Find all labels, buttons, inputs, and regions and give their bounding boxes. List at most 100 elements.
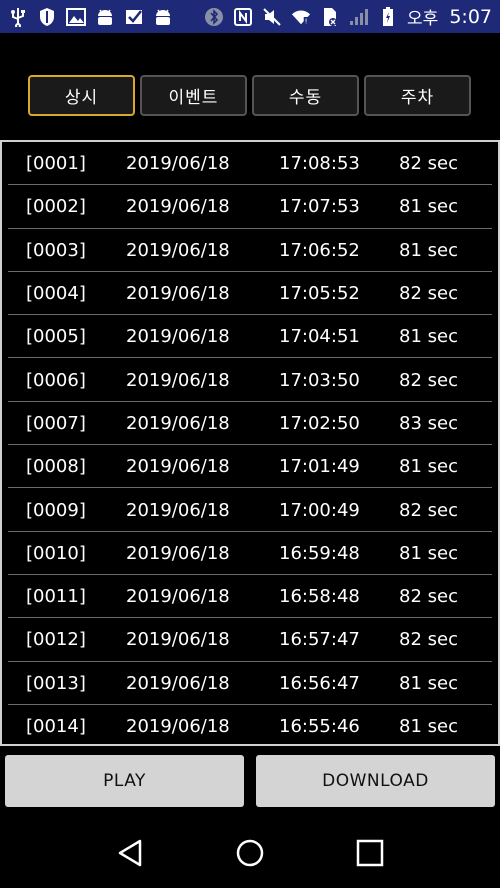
download-button[interactable]: DOWNLOAD	[256, 755, 495, 807]
tab-parking[interactable]: 주차	[364, 75, 471, 116]
record-time: 17:02:50	[279, 412, 360, 434]
record-date: 2019/06/18	[126, 239, 230, 261]
navigation-bar	[0, 818, 500, 888]
record-time: 16:59:48	[279, 542, 360, 564]
signal-icon	[349, 7, 369, 27]
record-duration: 82 sec	[399, 283, 458, 305]
record-date: 2019/06/18	[126, 283, 230, 305]
shield-icon	[37, 7, 57, 27]
status-bar: ! 오후 5:07	[0, 0, 500, 33]
home-icon[interactable]	[230, 833, 270, 873]
record-date: 2019/06/18	[126, 153, 230, 175]
system-icons: ! 오후 5:07	[204, 4, 492, 29]
record-duration: 81 sec	[399, 542, 458, 564]
record-index: [0011]	[26, 586, 86, 608]
record-duration: 81 sec	[399, 716, 458, 737]
notification-icons	[8, 7, 173, 27]
record-duration: 82 sec	[399, 499, 458, 521]
record-date: 2019/06/18	[126, 412, 230, 434]
record-date: 2019/06/18	[126, 326, 230, 348]
mute-icon	[262, 7, 282, 27]
sim-icon	[320, 7, 340, 27]
record-duration: 81 sec	[399, 672, 458, 694]
usb-icon	[8, 7, 28, 27]
recording-list: [0001] 2019/06/18 17:08:53 82 sec [0002] 2019…	[0, 140, 500, 746]
record-time: 17:05:52	[279, 283, 360, 305]
image-icon	[66, 7, 86, 27]
record-index: [0014]	[26, 716, 86, 737]
record-index: [0005]	[26, 326, 86, 348]
record-row[interactable]: [0005] 2019/06/18 17:04:51 81 sec	[2, 315, 498, 359]
action-bar: PLAY DOWNLOAD	[5, 755, 495, 807]
record-date: 2019/06/18	[126, 499, 230, 521]
record-duration: 82 sec	[399, 629, 458, 651]
status-ampm: 오후	[407, 9, 439, 29]
record-row[interactable]: [0014] 2019/06/18 16:55:46 81 sec	[2, 705, 498, 748]
android-icon	[95, 7, 115, 27]
wifi-icon: !	[291, 7, 311, 27]
record-date: 2019/06/18	[126, 586, 230, 608]
record-duration: 82 sec	[399, 586, 458, 608]
record-row[interactable]: [0001] 2019/06/18 17:08:53 82 sec	[2, 142, 498, 186]
record-index: [0003]	[26, 239, 86, 261]
record-date: 2019/06/18	[126, 716, 230, 737]
tab-event[interactable]: 이벤트	[140, 75, 247, 116]
record-duration: 82 sec	[399, 369, 458, 391]
record-duration: 82 sec	[399, 153, 458, 175]
android-icon	[153, 7, 173, 27]
record-index: [0010]	[26, 542, 86, 564]
recents-icon[interactable]	[350, 833, 390, 873]
record-row[interactable]: [0002] 2019/06/18 17:07:53 81 sec	[2, 185, 498, 229]
record-row[interactable]: [0004] 2019/06/18 17:05:52 82 sec	[2, 272, 498, 316]
record-duration: 81 sec	[399, 239, 458, 261]
record-row[interactable]: [0010] 2019/06/18 16:59:48 81 sec	[2, 532, 498, 576]
record-duration: 81 sec	[399, 196, 458, 218]
record-date: 2019/06/18	[126, 456, 230, 478]
record-row[interactable]: [0006] 2019/06/18 17:03:50 82 sec	[2, 358, 498, 403]
record-index: [0007]	[26, 412, 86, 434]
record-duration: 81 sec	[399, 326, 458, 348]
record-row[interactable]: [0011] 2019/06/18 16:58:48 82 sec	[2, 575, 498, 619]
record-row[interactable]: [0007] 2019/06/18 17:02:50 83 sec	[2, 402, 498, 446]
record-row[interactable]: [0013] 2019/06/18 16:56:47 81 sec	[2, 662, 498, 706]
status-time: 5:07	[449, 5, 492, 28]
record-index: [0004]	[26, 283, 86, 305]
record-row[interactable]: [0003] 2019/06/18 17:06:52 81 sec	[2, 229, 498, 273]
recording-type-tabs: 상시 이벤트 수동 주차	[28, 75, 471, 116]
record-time: 17:08:53	[279, 153, 360, 175]
record-date: 2019/06/18	[126, 369, 230, 391]
tab-manual[interactable]: 수동	[252, 75, 359, 116]
record-duration: 83 sec	[399, 412, 458, 434]
tab-always[interactable]: 상시	[28, 75, 135, 116]
bluetooth-icon	[204, 7, 224, 27]
nfc-icon	[233, 7, 253, 27]
record-index: [0002]	[26, 196, 86, 218]
record-date: 2019/06/18	[126, 196, 230, 218]
record-index: [0013]	[26, 672, 86, 694]
record-time: 17:00:49	[279, 499, 360, 521]
record-index: [0008]	[26, 456, 86, 478]
record-time: 17:03:50	[279, 369, 360, 391]
record-time: 16:56:47	[279, 672, 360, 694]
record-time: 16:58:48	[279, 586, 360, 608]
play-button[interactable]: PLAY	[5, 755, 244, 807]
svg-text:!: !	[305, 16, 308, 25]
record-index: [0009]	[26, 499, 86, 521]
record-duration: 81 sec	[399, 456, 458, 478]
record-row[interactable]: [0012] 2019/06/18 16:57:47 82 sec	[2, 618, 498, 662]
record-time: 17:04:51	[279, 326, 360, 348]
record-date: 2019/06/18	[126, 672, 230, 694]
record-row[interactable]: [0009] 2019/06/18 17:00:49 82 sec	[2, 488, 498, 532]
record-time: 16:55:46	[279, 716, 360, 737]
record-time: 17:01:49	[279, 456, 360, 478]
record-index: [0012]	[26, 629, 86, 651]
record-time: 17:06:52	[279, 239, 360, 261]
record-date: 2019/06/18	[126, 629, 230, 651]
battery-icon	[378, 6, 398, 27]
record-row[interactable]: [0008] 2019/06/18 17:01:49 81 sec	[2, 445, 498, 489]
check-icon	[124, 7, 144, 27]
record-index: [0006]	[26, 369, 86, 391]
back-icon[interactable]	[110, 833, 150, 873]
record-date: 2019/06/18	[126, 542, 230, 564]
record-time: 17:07:53	[279, 196, 360, 218]
